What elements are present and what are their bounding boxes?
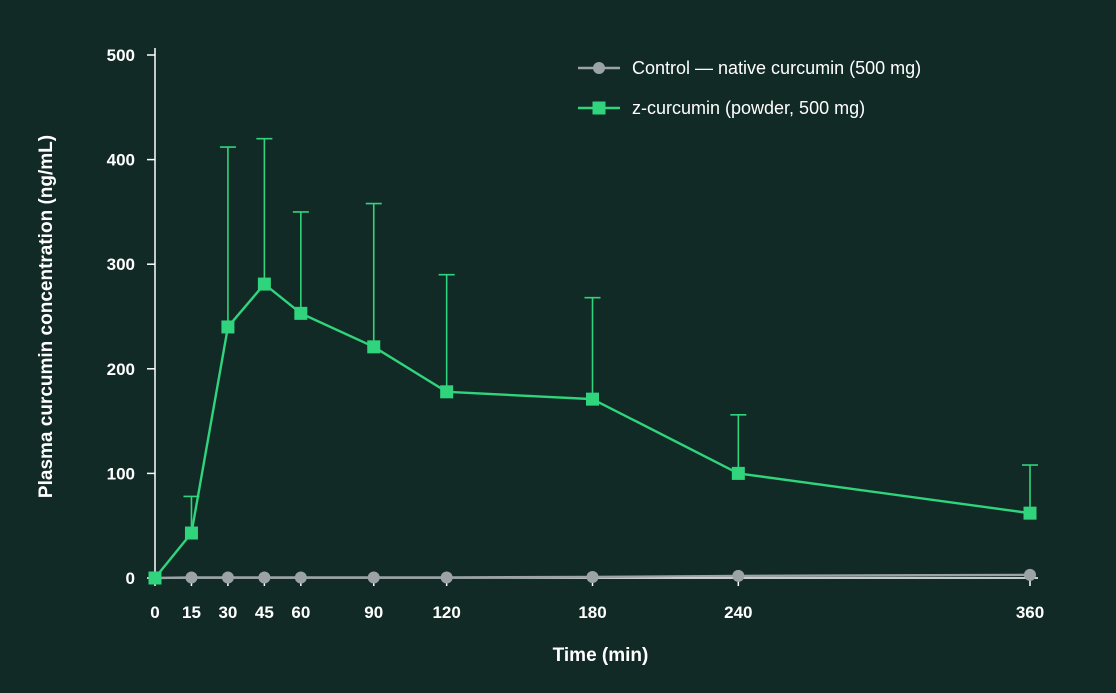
y-axis-ticks: 0 100 200 300 400 500 xyxy=(107,46,155,588)
data-point xyxy=(586,570,599,583)
y-tick-label: 100 xyxy=(107,464,135,483)
y-tick-label: 500 xyxy=(107,46,135,65)
x-axis-ticks: 0 15 30 45 60 90 120 180 240 360 xyxy=(150,578,1044,622)
legend: Control — native curcumin (500 mg) z-curc… xyxy=(578,58,921,118)
series-line xyxy=(154,573,1031,580)
x-tick-label: 0 xyxy=(150,603,159,622)
data-point xyxy=(257,277,271,291)
series-z-curcumin xyxy=(148,137,1038,585)
data-point xyxy=(440,571,453,584)
data-point xyxy=(148,571,162,585)
x-tick-label: 30 xyxy=(218,603,237,622)
data-point xyxy=(367,571,380,584)
series-line xyxy=(154,282,1031,579)
data-point xyxy=(294,306,308,320)
x-tick-label: 180 xyxy=(578,603,606,622)
data-point xyxy=(258,571,271,584)
x-tick-label: 360 xyxy=(1016,603,1044,622)
data-point xyxy=(221,571,234,584)
series-control xyxy=(149,568,1036,584)
data-point xyxy=(586,392,599,406)
legend-swatch-marker xyxy=(592,101,606,115)
data-point xyxy=(221,320,235,334)
y-tick-label: 0 xyxy=(126,569,135,588)
legend-swatch-marker xyxy=(593,62,605,74)
data-point xyxy=(1024,568,1036,581)
y-tick-label: 400 xyxy=(107,151,135,170)
x-tick-label: 60 xyxy=(291,603,310,622)
series-layer xyxy=(148,137,1038,585)
x-tick-label: 90 xyxy=(364,603,383,622)
x-tick-label: 240 xyxy=(724,603,752,622)
x-tick-label: 120 xyxy=(432,603,460,622)
legend-label: Control — native curcumin (500 mg) xyxy=(632,58,921,78)
data-point xyxy=(294,571,307,584)
x-tick-label: 15 xyxy=(182,603,201,622)
data-point xyxy=(732,569,745,582)
data-point xyxy=(184,526,198,540)
legend-item: z-curcumin (powder, 500 mg) xyxy=(578,98,865,118)
data-point xyxy=(440,385,454,399)
legend-item: Control — native curcumin (500 mg) xyxy=(578,58,921,78)
y-tick-label: 300 xyxy=(107,255,135,274)
data-point xyxy=(185,571,198,584)
data-point xyxy=(731,466,745,480)
data-point xyxy=(1023,506,1037,520)
x-tick-label: 45 xyxy=(255,603,274,622)
axes: 0 100 200 300 400 500 0 15 30 45 60 90 120 180 240 360 xyxy=(107,46,1045,622)
data-point xyxy=(367,340,381,354)
y-axis-title: Plasma curcumin concentration (ng/mL) xyxy=(36,135,57,498)
legend-label: z-curcumin (powder, 500 mg) xyxy=(632,98,865,118)
y-tick-label: 200 xyxy=(107,360,135,379)
x-axis-title: Time (min) xyxy=(553,645,649,666)
